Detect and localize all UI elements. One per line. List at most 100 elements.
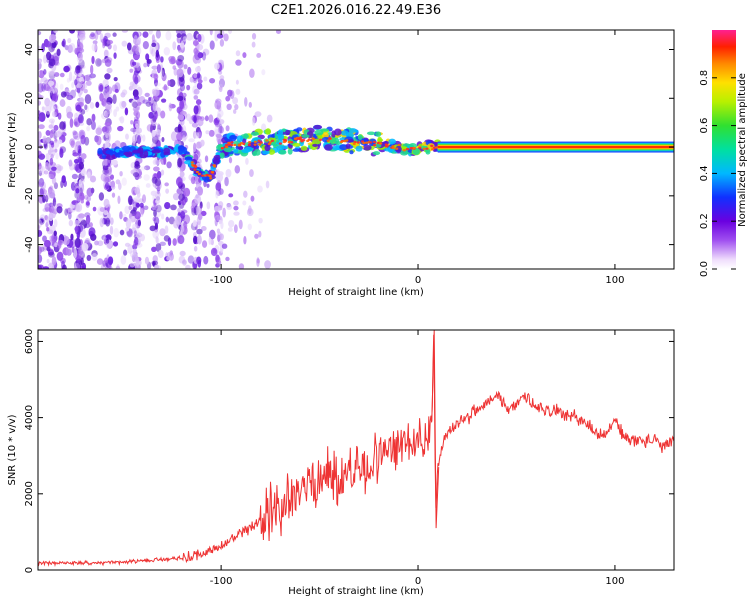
- noise-blob: [63, 180, 67, 188]
- noise-blob: [186, 32, 193, 41]
- noise-blob: [113, 77, 118, 82]
- noise-blob: [234, 104, 239, 111]
- noise-blob: [155, 265, 162, 269]
- signal-blob: [261, 150, 270, 155]
- noise-blob: [161, 98, 167, 103]
- noise-blob: [219, 123, 223, 134]
- noise-blob: [160, 56, 164, 63]
- noise-blob: [218, 83, 224, 91]
- signal-core: [253, 140, 258, 143]
- noise-blob: [67, 37, 72, 44]
- signal-blob: [362, 144, 372, 151]
- noise-blob: [76, 87, 81, 94]
- signal-blob: [117, 151, 126, 156]
- noise-blob: [178, 255, 186, 264]
- noise-blob: [177, 235, 185, 245]
- signal-core: [356, 141, 360, 144]
- signal-core: [240, 142, 244, 145]
- noise-blob: [95, 30, 102, 36]
- noise-blob: [106, 67, 113, 74]
- noise-blob: [105, 102, 112, 111]
- noise-blob: [73, 179, 78, 187]
- noise-blob: [204, 155, 209, 163]
- noise-blob: [209, 30, 213, 36]
- noise-blob: [117, 125, 124, 132]
- noise-blob: [246, 208, 254, 217]
- noise-blob: [136, 195, 140, 203]
- noise-blob: [63, 65, 70, 73]
- signal-core: [306, 139, 310, 143]
- noise-blob: [179, 100, 185, 110]
- noise-blob: [216, 171, 224, 177]
- noise-blob: [38, 218, 43, 229]
- signal-blob: [151, 149, 161, 154]
- noise-blob: [78, 185, 85, 194]
- noise-blob: [226, 203, 233, 211]
- noise-blob: [80, 169, 87, 177]
- noise-blob: [106, 157, 112, 168]
- noise-blob: [216, 113, 222, 121]
- noise-blob: [105, 111, 109, 118]
- noise-blob: [128, 205, 133, 211]
- noise-blob: [103, 198, 110, 208]
- noise-blob: [152, 89, 160, 97]
- noise-blob: [50, 120, 54, 130]
- noise-blob: [138, 171, 143, 176]
- noise-blob: [141, 194, 147, 204]
- noise-blob: [80, 134, 86, 145]
- noise-blob: [125, 133, 129, 140]
- noise-blob: [76, 64, 82, 74]
- noise-blob: [135, 126, 139, 134]
- noise-blob: [91, 252, 98, 261]
- signal-blob: [300, 134, 310, 138]
- noise-blob: [143, 205, 149, 211]
- signal-blob: [106, 153, 116, 161]
- noise-blob: [55, 152, 59, 160]
- noise-blob: [218, 78, 226, 88]
- signal-core: [326, 139, 330, 142]
- noise-blob: [66, 94, 74, 101]
- noise-blob: [155, 242, 162, 252]
- signal-core: [210, 170, 215, 174]
- noise-blob: [249, 169, 254, 177]
- noise-blob: [142, 31, 149, 38]
- noise-blob: [214, 214, 221, 222]
- noise-blob: [62, 236, 70, 246]
- noise-blob: [134, 120, 140, 126]
- noise-blob: [84, 104, 88, 111]
- noise-blob: [46, 86, 52, 92]
- noise-blob: [117, 195, 121, 205]
- noise-blob: [49, 235, 53, 241]
- noise-blob: [238, 263, 245, 269]
- signal-blob: [213, 154, 222, 160]
- noise-blob: [233, 224, 238, 234]
- noise-blob: [139, 202, 144, 208]
- signal-blob: [277, 129, 284, 137]
- noise-blob: [261, 69, 266, 76]
- noise-blob: [39, 217, 45, 225]
- noise-blob: [48, 212, 54, 222]
- noise-blob: [192, 235, 198, 245]
- noise-blob: [183, 187, 191, 197]
- noise-blob: [228, 193, 234, 198]
- colorbar-tick-label: 0.2: [699, 213, 710, 229]
- noise-blob: [153, 73, 159, 81]
- spectrogram-xtick-label: 100: [605, 275, 624, 286]
- signal-blob: [278, 149, 287, 155]
- noise-blob: [221, 243, 228, 249]
- noise-blob: [103, 35, 108, 43]
- spectrogram-ytick-label: 0: [24, 144, 35, 150]
- noise-blob: [75, 202, 83, 213]
- signal-blob: [375, 131, 382, 137]
- noise-blob: [160, 110, 166, 119]
- noise-blob: [154, 77, 158, 87]
- noise-blob: [133, 95, 140, 100]
- noise-blob: [41, 82, 46, 92]
- noise-blob: [203, 255, 209, 265]
- noise-blob: [125, 218, 132, 229]
- noise-blob: [164, 201, 171, 210]
- noise-blob: [154, 159, 160, 165]
- noise-blob: [89, 175, 97, 183]
- noise-blob: [109, 217, 114, 225]
- signal-core: [425, 147, 429, 150]
